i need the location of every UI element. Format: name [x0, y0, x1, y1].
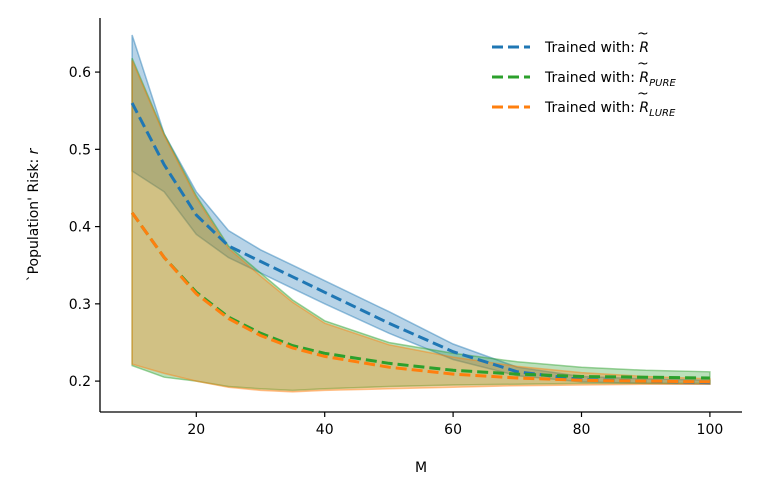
y-axis-title: `Population' Risk: r	[26, 147, 42, 281]
y-tick-label: 0.5	[69, 142, 91, 158]
line-series-2	[130, 211, 710, 384]
legend: Trained with: R~Trained with: RPURE~Trai…	[492, 26, 676, 119]
legend-label-0: Trained with: R	[544, 40, 649, 56]
axes: 20 40 60 80 100 0.2 0.3 0.4 0.5 0.6 M `Population' …	[26, 18, 742, 476]
y-tick-label: 0.4	[69, 220, 91, 236]
y-tick-label: 0.2	[69, 374, 91, 390]
legend-label-1: Trained with: RPURE	[544, 70, 676, 89]
legend-label-2: Trained with: RLURE	[544, 100, 676, 119]
y-tick-label: 0.6	[69, 65, 91, 81]
confidence-bands	[131, 34, 711, 393]
legend-tilde-0: ~	[637, 26, 649, 42]
x-tick-label: 80	[573, 422, 591, 438]
band-series-1	[131, 57, 711, 392]
x-axis-title: M	[415, 460, 427, 476]
x-tick-label: 20	[187, 422, 205, 438]
band-series-2	[131, 60, 711, 393]
x-tick-label: 100	[697, 422, 724, 438]
band-series-0	[131, 34, 711, 385]
y-tick-label: 0.3	[69, 297, 91, 313]
x-tick-label: 40	[316, 422, 334, 438]
legend-tilde-2: ~	[637, 86, 649, 102]
x-tick-label: 60	[444, 422, 462, 438]
legend-tilde-1: ~	[637, 56, 649, 72]
mean-lines	[130, 102, 710, 385]
